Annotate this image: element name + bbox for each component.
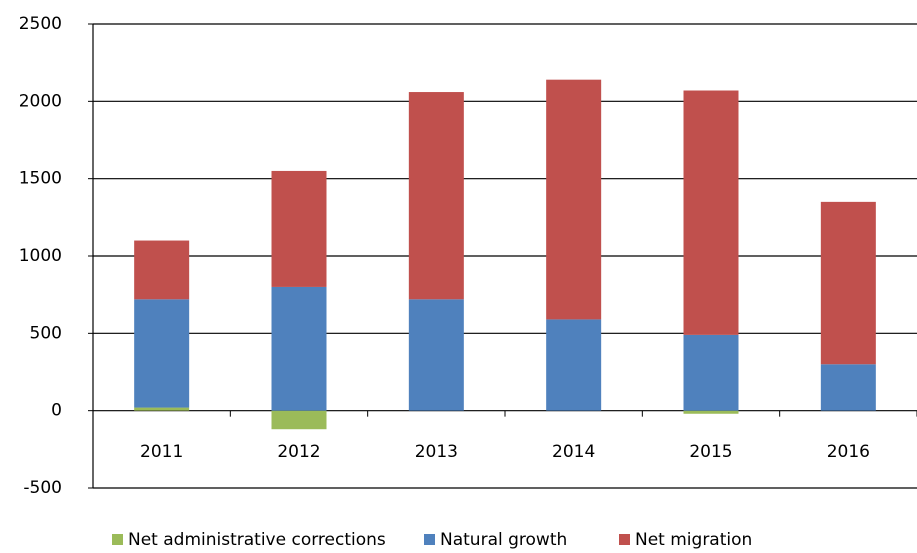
y-tick-label: -500 [23, 478, 62, 498]
bar-segment [408, 299, 464, 411]
legend-label: Natural growth [440, 530, 567, 550]
legend-label: Net migration [635, 530, 752, 550]
y-tick-label: 2500 [19, 14, 62, 34]
bar-segment [134, 240, 190, 300]
y-tick-label: 2000 [19, 91, 62, 111]
legend-label: Net administrative corrections [128, 530, 386, 550]
legend-swatch [112, 534, 123, 545]
x-tick-label: 2012 [277, 442, 320, 462]
x-tick-label: 2011 [140, 442, 183, 462]
bar-segment [134, 407, 190, 411]
bar-segment [820, 364, 876, 411]
y-tick-label: 1000 [19, 246, 62, 266]
bar-segment [134, 299, 190, 408]
bar-segment [271, 170, 327, 287]
bar-segment [546, 79, 602, 320]
y-tick-label: 0 [51, 401, 62, 421]
x-tick-label: 2015 [689, 442, 732, 462]
bar-segment [683, 90, 739, 335]
bar-segment [820, 201, 876, 365]
legend-swatch [619, 534, 630, 545]
x-tick-label: 2013 [415, 442, 458, 462]
bar-segment [271, 410, 327, 430]
bar-segment [683, 334, 739, 411]
y-tick-label: 500 [30, 323, 62, 343]
legend: Net administrative corrections Natural gr… [112, 530, 752, 550]
bar-segment [271, 286, 327, 411]
bar-segment [683, 410, 739, 414]
x-tick-label: 2014 [552, 442, 595, 462]
bar-segment [408, 92, 464, 300]
x-tick-label: 2016 [827, 442, 870, 462]
y-tick-label: 1500 [19, 169, 62, 189]
bar-segment [546, 319, 602, 411]
legend-swatch [424, 534, 435, 545]
